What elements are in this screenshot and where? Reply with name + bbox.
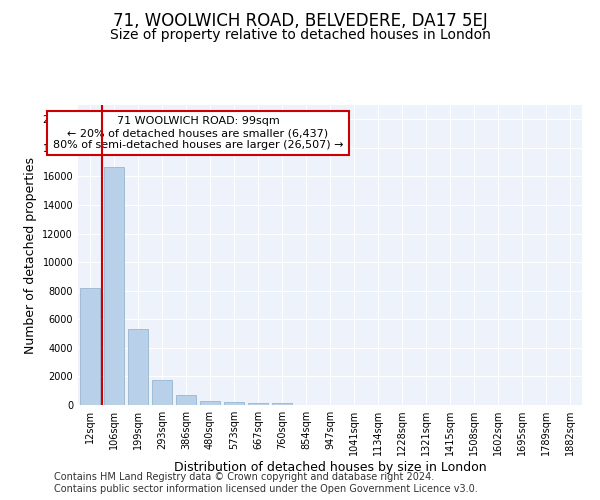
- Bar: [128, 330, 148, 405]
- Bar: [272, 403, 292, 405]
- X-axis label: Distribution of detached houses by size in London: Distribution of detached houses by size …: [173, 461, 487, 474]
- Bar: [224, 402, 244, 405]
- Bar: [200, 400, 220, 405]
- Bar: [80, 288, 100, 405]
- Text: Contains public sector information licensed under the Open Government Licence v3: Contains public sector information licen…: [54, 484, 478, 494]
- Bar: [176, 395, 196, 405]
- Bar: [104, 167, 124, 405]
- Bar: [248, 402, 268, 405]
- Bar: [152, 380, 172, 405]
- Text: 71, WOOLWICH ROAD, BELVEDERE, DA17 5EJ: 71, WOOLWICH ROAD, BELVEDERE, DA17 5EJ: [113, 12, 487, 30]
- Text: 71 WOOLWICH ROAD: 99sqm
← 20% of detached houses are smaller (6,437)
80% of semi: 71 WOOLWICH ROAD: 99sqm ← 20% of detache…: [53, 116, 343, 150]
- Y-axis label: Number of detached properties: Number of detached properties: [24, 156, 37, 354]
- Text: Size of property relative to detached houses in London: Size of property relative to detached ho…: [110, 28, 490, 42]
- Text: Contains HM Land Registry data © Crown copyright and database right 2024.: Contains HM Land Registry data © Crown c…: [54, 472, 434, 482]
